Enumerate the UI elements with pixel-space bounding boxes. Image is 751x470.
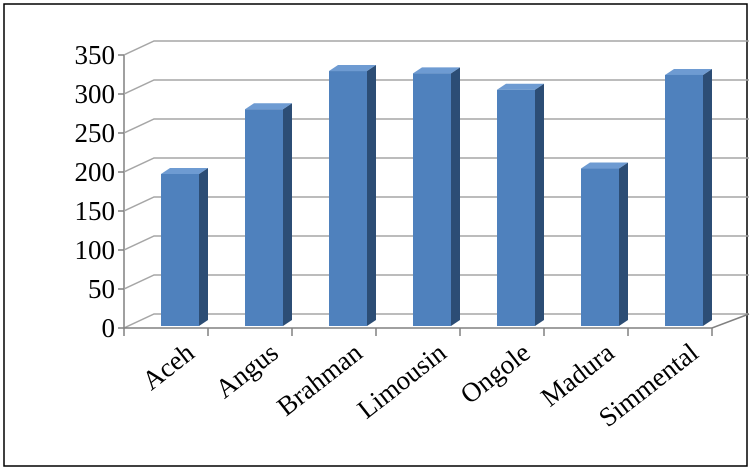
gridline (123, 235, 749, 251)
gridline (123, 118, 749, 134)
bar-side (283, 103, 292, 326)
bar (161, 168, 208, 326)
bar-side (199, 168, 208, 326)
gridline (123, 40, 749, 56)
bar (497, 83, 544, 326)
bar (413, 67, 460, 326)
y-tick-label: 250 (75, 118, 116, 148)
bar (329, 65, 376, 326)
bar-front (161, 174, 199, 326)
gridline (123, 79, 749, 95)
bar-side (367, 65, 376, 326)
y-tick-label: 350 (75, 40, 116, 70)
bar-front (497, 89, 535, 326)
bar-side (619, 162, 628, 326)
y-tick-label: 150 (75, 196, 116, 226)
bar-front (413, 73, 451, 326)
bar-top (245, 103, 292, 110)
gridline (123, 274, 749, 290)
y-tick-label: 200 (75, 157, 116, 187)
bar-top (329, 65, 376, 72)
y-tick-label: 50 (88, 274, 115, 304)
bar (245, 103, 292, 326)
y-tick-label: 300 (75, 79, 116, 109)
gridline (123, 196, 749, 212)
bar-top (413, 67, 460, 74)
grid-layer (118, 40, 750, 336)
bar-front (581, 168, 619, 326)
bar (581, 162, 628, 326)
bar-side (535, 83, 544, 326)
y-tick-label: 0 (102, 313, 116, 343)
bar-front (245, 109, 283, 326)
bar (665, 68, 712, 326)
bar-front (329, 71, 367, 326)
bar-side (703, 68, 712, 326)
y-tick-label: 100 (75, 235, 116, 265)
y-axis-ticks: 0 50 100 150 200 250 300 350 (75, 40, 116, 343)
bar-top (161, 168, 208, 174)
gridline (123, 313, 749, 329)
bar-top (497, 83, 544, 90)
bar-top (581, 162, 628, 169)
gridline (123, 157, 749, 173)
bar-front (665, 74, 703, 326)
bar-top (665, 68, 712, 75)
bar-side (451, 67, 460, 326)
bars (161, 65, 712, 326)
